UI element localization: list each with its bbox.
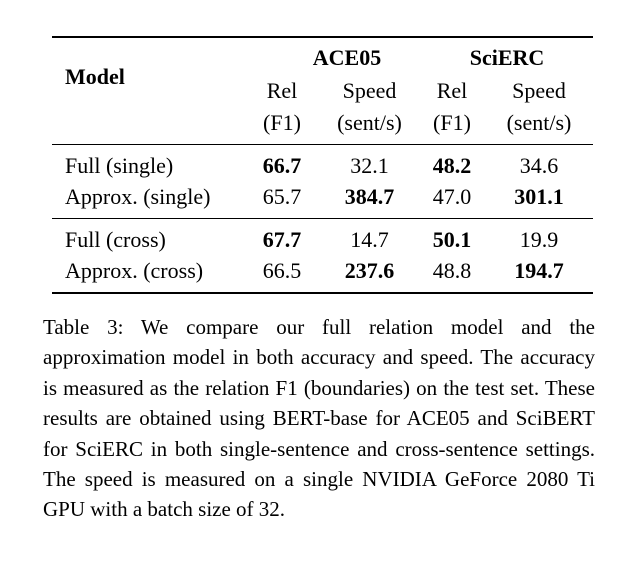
ace05-speed-header: Speed [342, 78, 397, 103]
group-rule [52, 218, 593, 219]
scierc-rel-value: 50.1 [432, 227, 472, 252]
cross-sentence-group: Full (cross) 67.7 14.7 50.1 19.9 Approx.… [52, 219, 593, 292]
model-name: Full (cross) [65, 227, 166, 252]
ace05-rel-subheader: (F1) [263, 110, 301, 135]
model-name: Approx. (single) [65, 184, 211, 209]
scierc-rel-value: 47.0 [432, 184, 472, 209]
scierc-rel-subheader: (F1) [433, 110, 471, 135]
header-rule [52, 144, 593, 145]
scierc-group-header: SciERC [469, 45, 545, 70]
bottom-rule [52, 292, 593, 294]
results-table: Model ACE05 SciERC Rel (F1) Speed (sent/… [52, 36, 593, 294]
ace05-rel-value: 66.7 [262, 153, 302, 178]
ace05-group-header: ACE05 [312, 45, 382, 70]
scierc-rel-value: 48.8 [432, 258, 472, 283]
ace05-rel-header: Rel [266, 78, 298, 103]
ace05-speed-value: 384.7 [344, 184, 395, 209]
scierc-speed-value: 194.7 [514, 258, 564, 283]
ace05-rel-value: 65.7 [262, 184, 302, 209]
ace05-speed-value: 14.7 [350, 227, 389, 252]
scierc-speed-header: Speed [512, 78, 566, 103]
single-sentence-group: Full (single) 66.7 32.1 48.2 34.6 Approx… [52, 145, 593, 218]
scierc-rel-header: Rel [436, 78, 468, 103]
ace05-speed-value: 32.1 [350, 153, 389, 178]
table-row: Approx. (cross) 66.5 237.6 48.8 194.7 [52, 256, 593, 287]
scierc-rel-value: 48.2 [432, 153, 472, 178]
scierc-speed-value: 34.6 [519, 153, 559, 178]
model-name: Approx. (cross) [65, 258, 204, 283]
scierc-speed-value: 19.9 [519, 227, 559, 252]
scierc-speed-value: 301.1 [514, 184, 564, 209]
scierc-speed-subheader: (sent/s) [506, 110, 572, 135]
top-rule [52, 36, 593, 38]
table-row: Full (single) 66.7 32.1 48.2 34.6 [52, 151, 593, 182]
ace05-rel-value: 67.7 [262, 227, 302, 252]
ace05-speed-subheader: (sent/s) [337, 110, 402, 135]
model-column-header: Model [65, 64, 125, 89]
model-name: Full (single) [65, 153, 174, 178]
table-row: Full (cross) 67.7 14.7 50.1 19.9 [52, 225, 593, 256]
ace05-rel-value: 66.5 [262, 258, 302, 283]
table-header: Model ACE05 SciERC Rel (F1) Speed (sent/… [52, 38, 593, 144]
table-row: Approx. (single) 65.7 384.7 47.0 301.1 [52, 182, 593, 213]
ace05-speed-value: 237.6 [344, 258, 395, 283]
table-caption: Table 3: We compare our full relation mo… [43, 315, 595, 522]
